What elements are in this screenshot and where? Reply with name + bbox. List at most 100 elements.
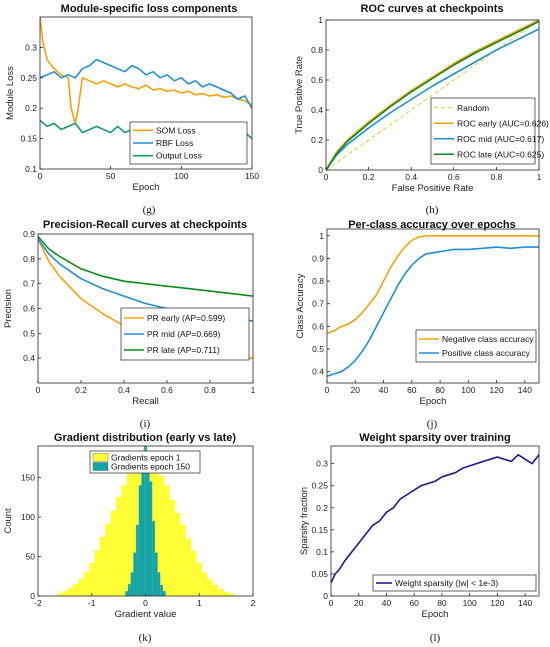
- legend-entry: Gradients epoch 1: [111, 453, 181, 463]
- histogram-bar: [146, 453, 150, 596]
- y-tick-label: 0.2: [25, 103, 37, 113]
- histogram-bar: [130, 572, 134, 596]
- histogram-bar: [99, 536, 106, 596]
- plot-area: [56, 446, 235, 596]
- y-tick-label: 0.2: [311, 135, 323, 145]
- x-axis-label: Epoch: [420, 396, 447, 407]
- histogram-bar: [62, 591, 68, 596]
- y-tick-label: 0.25: [311, 481, 328, 491]
- histogram-bar: [83, 572, 90, 596]
- x-tick-label: 40: [382, 598, 392, 608]
- legend-entry: PR mid (AP=0.669): [147, 329, 221, 339]
- x-tick-label: 60: [407, 385, 417, 395]
- y-tick-label: 0: [323, 591, 328, 601]
- panel-label: (g): [143, 204, 156, 216]
- histogram-bar: [94, 550, 100, 596]
- histogram-bar: [128, 584, 131, 596]
- x-tick-label: 20: [351, 385, 361, 395]
- panel-label: (i): [140, 418, 151, 430]
- x-tick-label: 0.6: [448, 172, 460, 182]
- y-tick-label: 150: [21, 473, 35, 483]
- histogram-bar: [126, 473, 133, 596]
- series-line: [326, 20, 539, 170]
- y-tick-label: 0.6: [311, 75, 323, 85]
- y-tick-label: 0.1: [25, 164, 37, 174]
- legend: SOM Loss RBF Loss Output Loss: [129, 121, 248, 165]
- legend: Negative class accuracy Positive class ac…: [415, 329, 537, 363]
- legend-entry: SOM Loss: [156, 125, 196, 135]
- legend-entry: Weight sparsity (|w| < 1e-3): [395, 578, 498, 588]
- axes-box: [326, 228, 540, 384]
- legend-entry: Gradients epoch 150: [111, 462, 190, 472]
- legend-entry: RBF Loss: [156, 138, 193, 148]
- y-tick-label: 0.05: [311, 569, 328, 579]
- histogram-bar: [56, 593, 63, 596]
- legend-swatch: [92, 462, 109, 471]
- legend-entry: Output Loss: [156, 151, 202, 161]
- y-tick-label: 1: [318, 15, 323, 25]
- x-tick-label: 1: [251, 385, 256, 395]
- x-tick-label: 120: [490, 598, 504, 608]
- x-tick-label: 0.8: [204, 385, 216, 395]
- histogram-bar: [115, 497, 122, 596]
- x-tick-label: 140: [518, 598, 532, 608]
- series-line: [38, 235, 253, 297]
- y-axis-label: Count: [3, 508, 14, 534]
- x-tick-label: 140: [518, 385, 532, 395]
- chart-title: Weight sparsity over training: [359, 432, 510, 444]
- x-axis-label: False Positive Rate: [392, 183, 474, 194]
- panel-label: (j): [427, 418, 438, 430]
- y-axis-label: True Positive Rate: [294, 56, 305, 134]
- x-tick-label: 0: [325, 385, 330, 395]
- legend: Random ROC early (AUC=0.626) ROC mid (AUC=…: [430, 97, 549, 165]
- legend: Weight sparsity (|w| < 1e-3): [372, 574, 537, 592]
- legend-box: [89, 450, 201, 474]
- y-tick-label: 50: [26, 552, 36, 562]
- histogram-bar: [110, 510, 116, 596]
- chart-title: Module-specific loss components: [61, 3, 238, 15]
- histogram-bar: [158, 476, 165, 596]
- x-tick-label: 0.2: [363, 172, 375, 182]
- x-tick-label: 0: [36, 385, 41, 395]
- series-line: [40, 17, 252, 125]
- y-tick-label: 0.6: [312, 321, 324, 331]
- y-axis-label: Precision: [3, 289, 14, 328]
- histogram-bar: [144, 446, 147, 596]
- x-tick-label: 80: [437, 598, 447, 608]
- y-tick-label: 0.7: [23, 279, 35, 289]
- x-tick-label: -2: [34, 598, 42, 608]
- series-line: [327, 235, 539, 334]
- histogram-bar: [132, 461, 138, 596]
- y-tick-label: 0.9: [312, 253, 324, 263]
- x-tick-label: 0: [324, 172, 329, 182]
- chart-j: Per-class accuracy over epochs 0 20 40 60 80 1…: [295, 219, 540, 430]
- legend-entry: ROC late (AUC=0.625): [457, 149, 544, 159]
- chart-i: Precision-Recall curves at checkpoints 0 0…: [3, 219, 256, 430]
- histogram-bar: [157, 572, 161, 596]
- y-axis-label: Module Loss: [5, 66, 16, 120]
- legend-entry: PR late (AP=0.711): [147, 345, 220, 355]
- histogram-bar: [196, 562, 202, 596]
- chart-title: Per-class accuracy over epochs: [348, 219, 516, 231]
- histogram-bar: [133, 552, 137, 596]
- histogram-bar: [207, 579, 213, 596]
- y-tick-label: 0.5: [23, 328, 35, 338]
- histogram-bar: [67, 588, 73, 596]
- series-line: [40, 58, 252, 109]
- chart-h: ROC curves at checkpoints 0 0.2 0.4 0.6 0.8 1 0…: [294, 3, 549, 216]
- histogram-bar: [223, 592, 229, 596]
- y-tick-label: 0.2: [316, 503, 328, 513]
- histogram-bar: [72, 584, 79, 596]
- y-axis-label: Class Accuracy: [295, 273, 306, 338]
- x-tick-label: 60: [409, 598, 419, 608]
- x-tick-label: 0.2: [75, 385, 87, 395]
- legend-box: [415, 329, 537, 363]
- x-tick-label: 50: [106, 171, 116, 181]
- plot-area: [326, 20, 539, 170]
- legend-entry: Positive class accuracy: [442, 348, 531, 358]
- x-tick-label: 0.4: [118, 385, 130, 395]
- histogram-bar: [105, 523, 111, 596]
- legend-entry: Negative class accuracy: [442, 334, 534, 344]
- y-tick-label: 0.15: [311, 525, 328, 535]
- histogram-bar: [169, 499, 176, 596]
